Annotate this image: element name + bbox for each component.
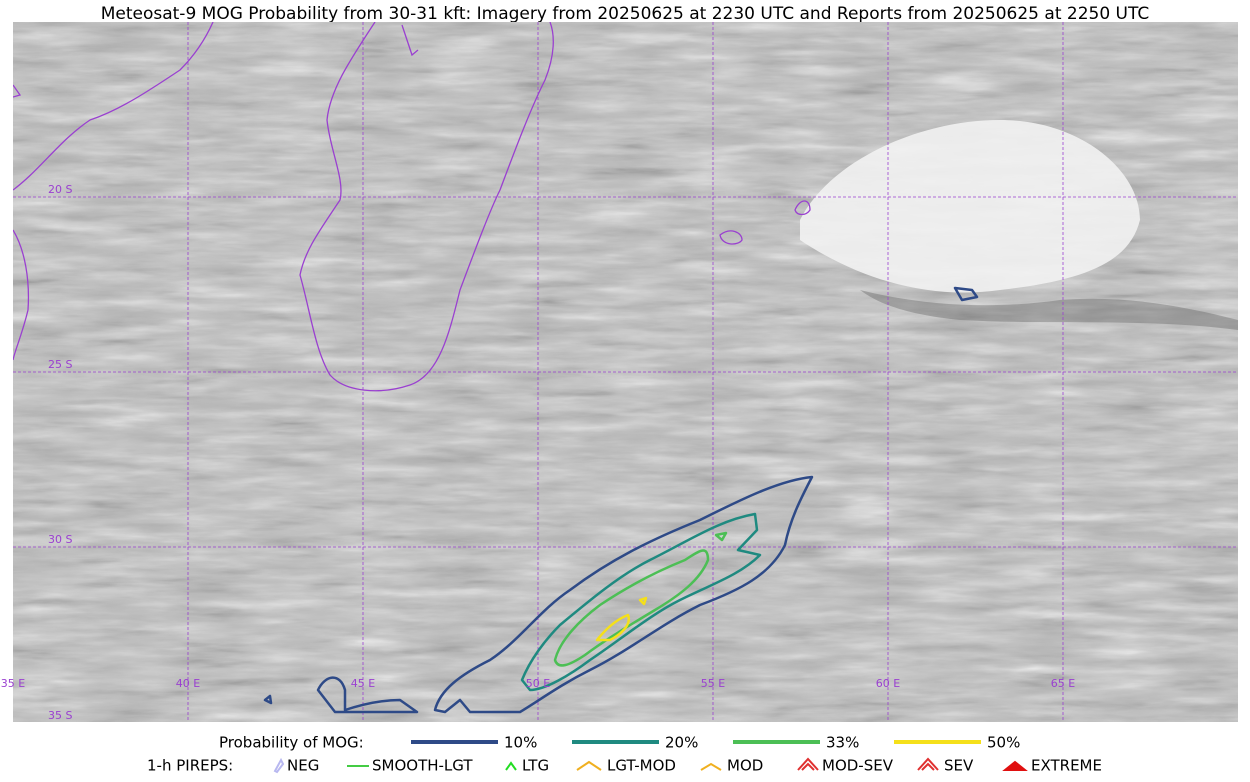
legend-label: 20% — [665, 734, 698, 752]
pirep-symbol — [917, 757, 939, 771]
probability-contour — [263, 694, 273, 705]
pirep-symbol — [576, 760, 602, 771]
pirep-symbol — [273, 757, 285, 774]
pirep-symbol — [505, 761, 517, 771]
shadow — [860, 290, 1238, 330]
lat-label: 30 S — [48, 533, 72, 546]
legend-label: MOD — [727, 757, 763, 775]
probability-contour — [638, 596, 648, 606]
coastline — [13, 229, 30, 361]
lat-label: 20 S — [48, 183, 72, 196]
geo-labels: 20 S 25 S 30 S 35 S 35 E 40 E 45 E 50 E 55 E 60 E… — [1, 183, 1075, 722]
coastline — [401, 24, 419, 57]
legend-label: SMOOTH-LGT — [372, 757, 473, 775]
legend-label: NEG — [287, 757, 319, 775]
contours — [263, 286, 979, 714]
coastline — [13, 84, 22, 98]
probability-contour — [714, 531, 728, 542]
legend-title: 1-h PIREPS: — [147, 757, 233, 775]
map — [13, 22, 1238, 722]
coastline — [299, 22, 554, 392]
pirep-symbol — [700, 762, 722, 771]
pirep-symbol — [1002, 760, 1028, 771]
legend-label: SEV — [944, 757, 974, 775]
lon-label: 35 E — [1, 677, 25, 690]
legend-label: LGT-MOD — [607, 757, 676, 775]
lon-label: 45 E — [351, 677, 375, 690]
legend-label: MOD-SEV — [822, 757, 894, 775]
title: Meteosat-9 MOG Probability from 30-31 kf… — [101, 4, 1150, 24]
legend-label: EXTREME — [1031, 757, 1102, 775]
legend-label: 33% — [826, 734, 859, 752]
cloud — [800, 120, 1140, 293]
legend-label: 50% — [987, 734, 1020, 752]
lon-label: 40 E — [176, 677, 200, 690]
legend-label: LTG — [522, 757, 549, 775]
probability-contour — [433, 475, 814, 714]
coastline — [13, 22, 214, 191]
legend-label: 10% — [504, 734, 537, 752]
lon-label: 50 E — [526, 677, 550, 690]
probability-contour — [953, 286, 979, 302]
probability-contour — [553, 549, 710, 667]
legend: Probability of MOG: 10% 20% 33% 50% 1-h PIREP… — [147, 734, 1102, 775]
lat-label: 35 S — [48, 709, 72, 722]
probability-contour — [316, 676, 419, 714]
graticule — [13, 22, 1238, 722]
pirep-symbol — [797, 757, 819, 771]
lon-label: 65 E — [1051, 677, 1075, 690]
lon-label: 60 E — [876, 677, 900, 690]
probability-contour — [520, 512, 762, 692]
lon-label: 55 E — [701, 677, 725, 690]
coastline — [719, 230, 743, 245]
coastline — [794, 200, 811, 216]
legend-title: Probability of MOG: — [219, 734, 364, 752]
probability-contour — [595, 613, 631, 642]
lat-label: 25 S — [48, 358, 72, 371]
